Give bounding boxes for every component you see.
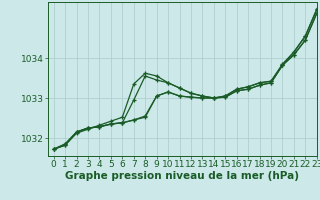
X-axis label: Graphe pression niveau de la mer (hPa): Graphe pression niveau de la mer (hPa): [65, 171, 300, 181]
